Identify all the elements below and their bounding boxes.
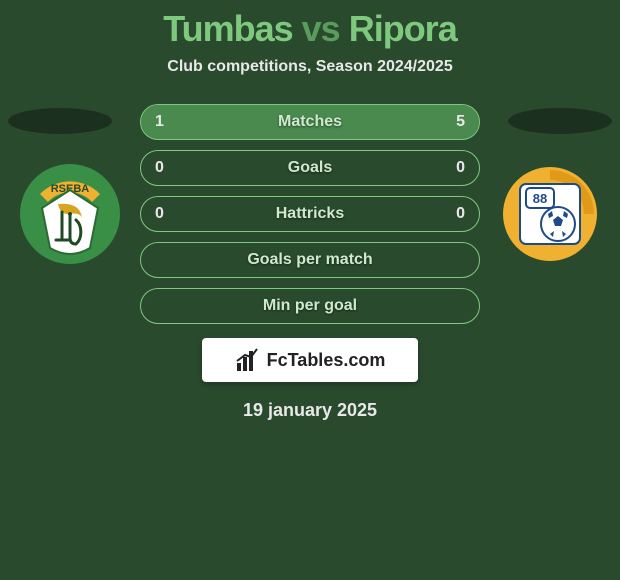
player1-name: Tumbas [163, 8, 292, 49]
stat-value-left: 0 [155, 159, 164, 177]
stat-label: Hattricks [276, 205, 344, 223]
comparison-title: Tumbas vs Ripora [0, 0, 620, 50]
stat-row-hattricks: 0 Hattricks 0 [140, 196, 480, 232]
stat-value-right: 0 [456, 205, 465, 223]
stats-container: RSEBA 88 1 Matches 5 [0, 104, 620, 324]
stat-value-left: 0 [155, 205, 164, 223]
date: 19 january 2025 [0, 400, 620, 421]
stat-row-goals: 0 Goals 0 [140, 150, 480, 186]
stat-label: Goals per match [247, 251, 372, 269]
stat-label: Goals [288, 159, 332, 177]
stat-row-matches: 1 Matches 5 [140, 104, 480, 140]
watermark-text: FcTables.com [267, 350, 386, 371]
stat-fill-left [141, 105, 197, 139]
stat-value-right: 0 [456, 159, 465, 177]
shadow-left [8, 108, 112, 134]
team-crest-left: RSEBA [20, 164, 120, 264]
shadow-right [508, 108, 612, 134]
player2-name: Ripora [349, 8, 457, 49]
stat-label: Min per goal [263, 297, 357, 315]
team-crest-right: 88 [500, 164, 600, 264]
watermark-bars-icon [235, 347, 261, 373]
watermark: FcTables.com [202, 338, 418, 382]
vs-separator: vs [302, 8, 340, 49]
stat-value-left: 1 [155, 113, 164, 131]
stat-row-goals-per-match: Goals per match [140, 242, 480, 278]
svg-text:88: 88 [533, 191, 547, 206]
stat-row-min-per-goal: Min per goal [140, 288, 480, 324]
stat-label: Matches [278, 113, 342, 131]
stat-value-right: 5 [456, 113, 465, 131]
stat-rows: 1 Matches 5 0 Goals 0 0 Hattricks 0 Goal… [140, 104, 480, 334]
subtitle: Club competitions, Season 2024/2025 [0, 58, 620, 76]
